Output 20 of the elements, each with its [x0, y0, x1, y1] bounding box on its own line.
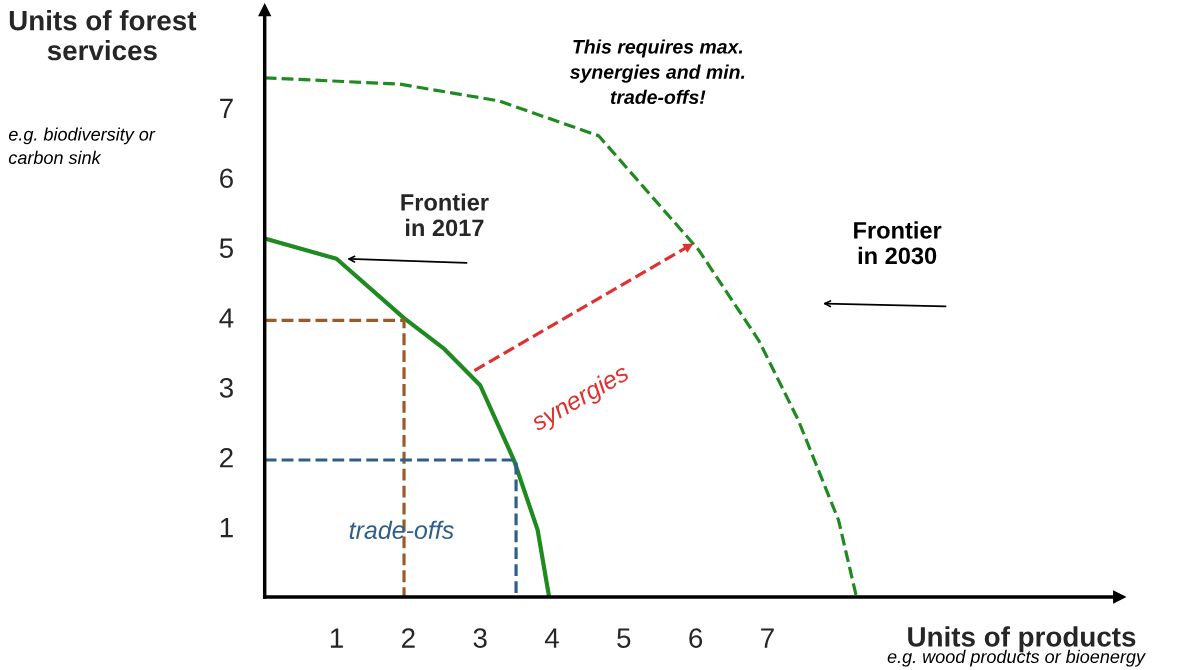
y-tick-label: 7 — [220, 98, 233, 118]
y-tick-label: 6 — [220, 168, 233, 189]
annotation: This requires max. synergies and min. trade-offs! — [569, 39, 745, 105]
x-tick-label: 3 — [473, 628, 487, 648]
annotation: Frontier in 2030 — [854, 221, 942, 265]
y-tick-label: 3 — [219, 378, 233, 398]
x-tick-label: 2 — [402, 628, 415, 648]
x-tick-label: 6 — [689, 628, 703, 648]
y-tick-label: 4 — [219, 308, 234, 328]
y-axis-title: Units of forest services — [9, 10, 197, 61]
x-tick-label: 4 — [544, 628, 559, 648]
y-tick-label: 2 — [220, 447, 233, 468]
annotation: trade-offs — [349, 520, 454, 540]
annotation: Frontier in 2017 — [401, 193, 489, 237]
x-tick-label: 1 — [330, 628, 343, 648]
y-tick-label: 5 — [219, 238, 233, 258]
y-tick-label: 1 — [220, 518, 233, 538]
text: e.g. biodiversity or carbon sink — [8, 127, 156, 165]
x-tick-label: 5 — [617, 628, 631, 648]
x-tick-label: 7 — [761, 628, 774, 648]
